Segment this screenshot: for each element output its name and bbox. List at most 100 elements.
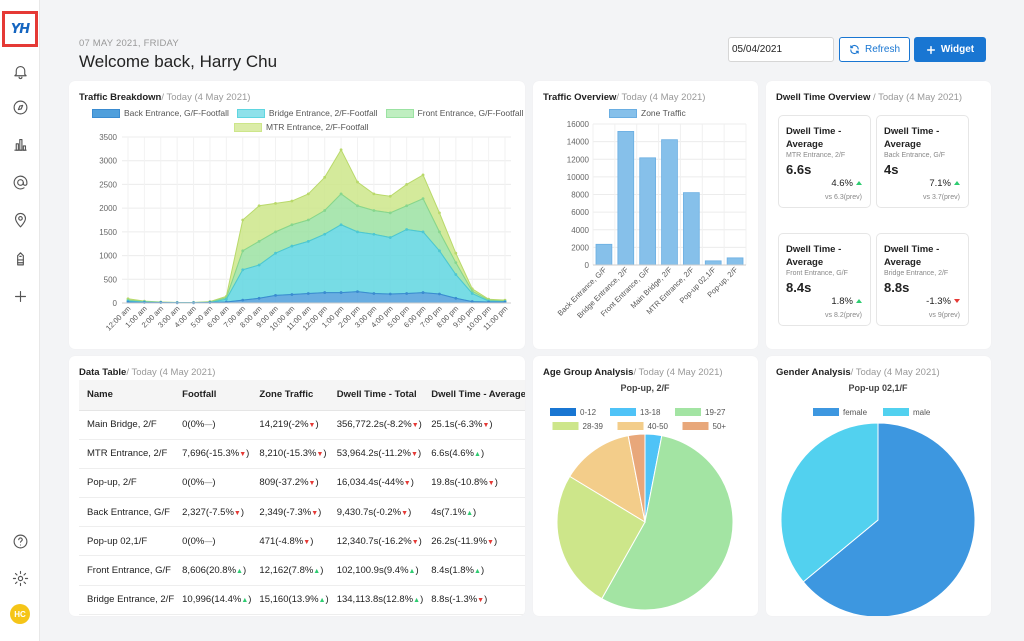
trend-up-icon: ▲ — [474, 568, 481, 576]
cell-dwell-average: 19.8s(-10.8%▼) — [423, 468, 525, 499]
legend-label[interactable]: Bridge Entrance, 2/F-Footfall — [268, 108, 378, 118]
dwell-tile[interactable]: Dwell Time - Average Bridge Entrance, 2/… — [876, 233, 969, 326]
legend-swatch — [617, 422, 644, 430]
data-point — [257, 263, 261, 267]
pie-slice — [556, 475, 646, 600]
column-header[interactable]: Dwell Time - Total — [328, 380, 424, 411]
bar — [639, 157, 656, 266]
data-point — [438, 292, 441, 296]
pie-slice — [802, 422, 976, 616]
cell-dwell-total: 102,100.9s(9.4%▲) — [328, 555, 424, 586]
legend-label: 40-50 — [648, 422, 669, 431]
app-logo[interactable]: YH — [2, 11, 38, 47]
date-picker-input[interactable] — [728, 37, 834, 62]
data-point — [388, 236, 392, 239]
plus-icon[interactable] — [10, 286, 30, 306]
cell-dwell-total: 12,340.7s(-16.2%▼) — [328, 526, 424, 557]
y-tick-label: 0 — [585, 261, 590, 270]
plus-icon — [926, 45, 935, 54]
table-row[interactable]: Bridge Entrance, 2/F 10,996(14.4%▲) 15,160… — [79, 585, 525, 615]
legend-label: 28-39 — [583, 422, 604, 431]
tile-location: Back Entrance, G/F — [884, 152, 946, 159]
refresh-button[interactable]: Refresh — [839, 37, 910, 62]
trend-up-icon: ▲ — [413, 597, 421, 605]
trend-down-icon — [954, 299, 960, 304]
trend-down-icon: ▼ — [487, 538, 494, 546]
data-point — [356, 290, 359, 294]
trend-down-icon: ▼ — [482, 422, 490, 430]
card-subtitle: / Today (4 May 2021) — [161, 92, 251, 103]
legend-swatch — [609, 108, 637, 118]
data-point — [323, 209, 327, 212]
bell-icon[interactable] — [10, 61, 30, 81]
tile-value: 8.4s — [786, 280, 812, 295]
y-tick-label: 1500 — [99, 228, 117, 237]
data-point — [421, 197, 425, 201]
building-icon[interactable] — [10, 248, 30, 268]
dwell-tile[interactable]: Dwell Time - Average Front Entrance, G/F… — [778, 233, 871, 326]
card-subtitle: / Today (4 May 2021) — [126, 367, 216, 378]
card-title-text: Traffic Breakdown — [79, 92, 162, 103]
trend-up-icon — [856, 181, 862, 186]
column-header[interactable]: Footfall — [174, 380, 252, 411]
legend-label[interactable]: Front Entrance, G/F-Footfall — [417, 108, 524, 118]
cell-dwell-total: 53,964.2s(-11.2%▼) — [328, 439, 424, 469]
table-row[interactable]: Main Bridge, 2/F 0(0%—) 14,219(-2%▼) 356,77… — [79, 410, 525, 440]
data-point — [405, 292, 409, 295]
cell-footfall: 0(0%—) — [174, 526, 252, 557]
tile-value: 6.6s — [786, 162, 812, 177]
card-subtitle: / Today (4 May 2021) — [870, 92, 963, 103]
legend-label[interactable]: Back Entrance, G/F-Footfall — [124, 108, 229, 118]
dwell-tile[interactable]: Dwell Time - Average MTR Entrance, 2/F 6… — [778, 115, 871, 208]
data-point — [372, 232, 376, 236]
trend-up-icon: ▲ — [408, 568, 416, 576]
trend-up-icon: ▲ — [236, 568, 243, 576]
table-row[interactable]: Pop-up, 2/F 0(0%—) 809(-37.2%▼) 16,034.4s(-… — [79, 468, 525, 499]
data-point — [274, 230, 277, 234]
avatar[interactable]: HC — [10, 604, 30, 624]
trend-flat-icon: — — [204, 536, 213, 546]
compass-icon[interactable] — [10, 97, 30, 117]
add-widget-button[interactable]: Widget — [914, 37, 986, 62]
data-point — [470, 292, 474, 295]
trend-down-icon: ▼ — [303, 538, 311, 546]
card-subtitle: / Today (4 May 2021) — [616, 92, 706, 103]
data-point — [438, 230, 441, 234]
column-header[interactable]: Dwell Time - Average — [423, 380, 525, 411]
table-row[interactable]: Front Entrance, G/F 8,606(20.8%▲) 12,162(7… — [79, 555, 525, 586]
tile-previous: vs 3.7(prev) — [923, 194, 960, 201]
page-title: Welcome back, Harry Chu — [79, 52, 278, 71]
table-row[interactable]: Pop-up 02,1/F 0(0%—) 471(-4.8%▼) 12,340.7s(… — [79, 526, 525, 557]
data-point — [274, 202, 277, 205]
card-title-text: Traffic Overview — [543, 92, 617, 103]
trend-down-icon: ▼ — [487, 480, 495, 488]
at-sign-icon[interactable] — [10, 172, 30, 192]
column-header[interactable]: Zone Traffic — [251, 380, 329, 411]
legend-label[interactable]: MTR Entrance, 2/F-Footfall — [266, 122, 369, 132]
legend-label: 13-18 — [640, 408, 661, 417]
table-row[interactable]: Back Entrance, G/F 2,327(-7.5%▼) 2,349(-7.… — [79, 497, 525, 528]
data-point — [356, 204, 359, 208]
tile-value: 4s — [884, 162, 899, 177]
cell-zone-traffic: 2,349(-7.3%▼) — [251, 497, 329, 528]
legend-label: 50+ — [713, 422, 727, 431]
table-row[interactable]: MTR Entrance, 2/F 7,696(-15.3%▼) 8,210(-15… — [79, 439, 525, 469]
data-point — [421, 230, 425, 234]
column-header[interactable]: Name — [79, 380, 175, 411]
cell-zone-traffic: 12,162(7.8%▲) — [251, 555, 329, 586]
data-point — [356, 180, 359, 184]
card-title: Traffic Overview/ Today (4 May 2021) — [543, 92, 705, 103]
data-point — [257, 296, 261, 300]
map-pin-icon[interactable] — [10, 210, 30, 230]
bar-chart-icon[interactable] — [10, 134, 30, 154]
trend-down-icon: ▼ — [411, 451, 418, 459]
settings-icon[interactable] — [10, 568, 30, 588]
help-icon[interactable] — [10, 531, 30, 551]
data-point — [306, 192, 310, 196]
data-point — [454, 261, 458, 265]
legend-label[interactable]: Zone Traffic — [641, 108, 686, 118]
dwell-tile[interactable]: Dwell Time - Average Back Entrance, G/F … — [876, 115, 969, 208]
cell-footfall: 7,696(-15.3%▼) — [174, 439, 252, 469]
trend-up-icon: ▲ — [474, 451, 481, 459]
tile-change: 1.8% — [831, 296, 862, 307]
